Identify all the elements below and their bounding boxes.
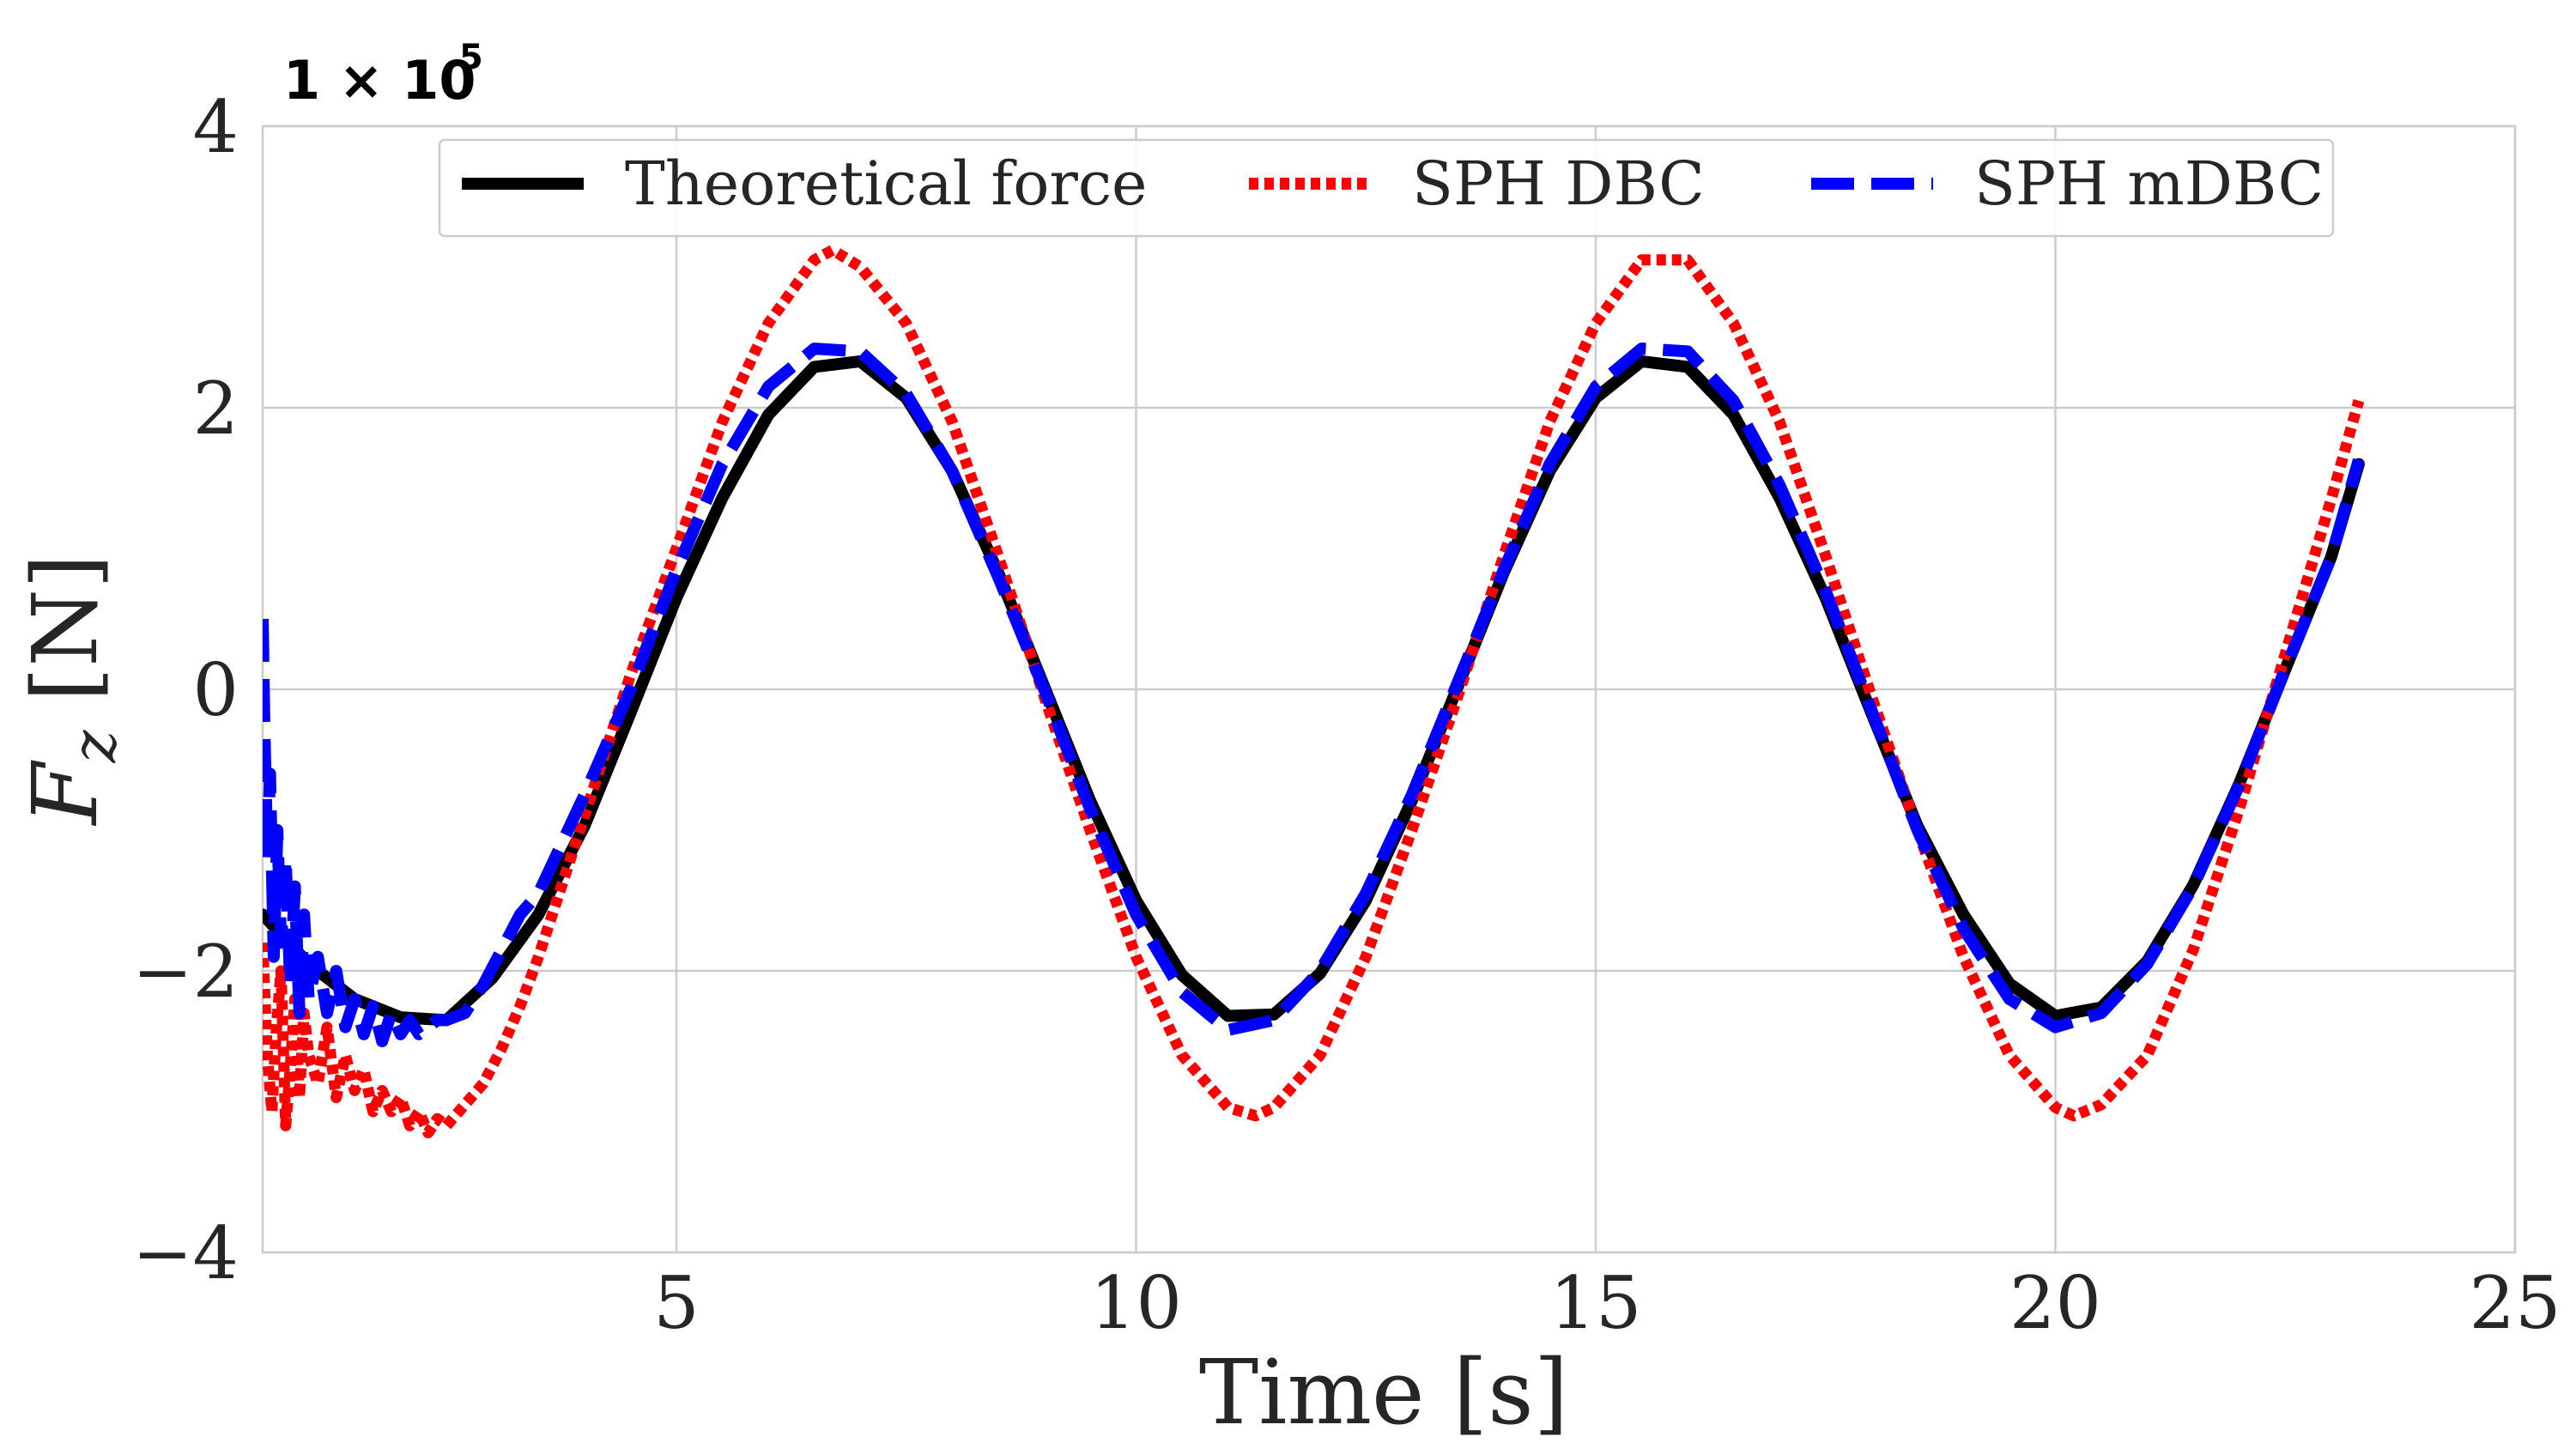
legend: Theoretical force SPH DBC SPH mDBC (438, 138, 2335, 238)
x-tick-label: 20 (2009, 1261, 2101, 1345)
series-line-sph-mdbc (263, 343, 2365, 1047)
y-multiplier-base: 1 × 10 (283, 49, 476, 112)
y-tick-label: 0 (193, 648, 239, 732)
y-tick-label: 2 (193, 367, 239, 451)
grid (263, 124, 2517, 1254)
y-axis-label-subscript: z (58, 729, 130, 763)
y-axis-label-unit: [N] (13, 554, 118, 730)
y-tick-label: 4 (193, 85, 239, 169)
legend-label-sph-dbc: SPH DBC (1412, 149, 1705, 219)
series-line-theoretical-force (263, 355, 2365, 1027)
x-tick-label: 10 (1090, 1261, 1182, 1345)
series-line-sph-dbc (263, 244, 2365, 1139)
y-multiplier: 1 × 10 (283, 49, 476, 112)
y-axis-label-main: F (13, 760, 118, 827)
legend-box (438, 138, 2335, 238)
x-axis-label: Time [s] (1199, 1340, 1568, 1445)
y-axis-label: Fz [N] (13, 554, 130, 826)
x-tick-labels: 5 10 15 20 25 (653, 1261, 2561, 1345)
y-multiplier-exponent: 5 (459, 38, 483, 77)
legend-label-sph-mdbc: SPH mDBC (1974, 149, 2324, 219)
y-tick-label: −4 (132, 1211, 239, 1295)
series-layer (263, 244, 2365, 1139)
y-tick-labels: −4 −2 0 2 4 (132, 85, 239, 1295)
x-tick-label: 25 (2470, 1261, 2561, 1345)
legend-label-theoretical: Theoretical force (625, 149, 1147, 219)
y-tick-label: −2 (132, 930, 239, 1014)
x-tick-label: 15 (1550, 1261, 1642, 1345)
x-tick-label: 5 (653, 1261, 699, 1345)
